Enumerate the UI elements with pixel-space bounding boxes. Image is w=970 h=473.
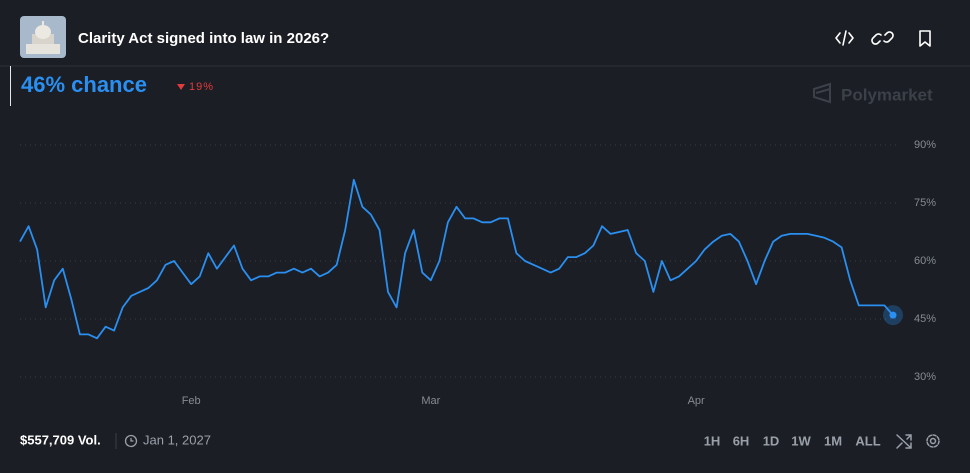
market-title: Clarity Act signed into law in 2026?	[78, 30, 329, 47]
range-button[interactable]: 6H	[733, 433, 750, 448]
x-tick-label: Apr	[688, 395, 705, 407]
chance: 46% chance	[21, 72, 147, 97]
shuffle-icon[interactable]	[896, 434, 912, 449]
embed-icon[interactable]	[835, 30, 854, 46]
y-tick-label: 60%	[914, 255, 936, 267]
x-tick-label: Feb	[182, 395, 201, 407]
bookmark-icon[interactable]	[919, 30, 931, 47]
range-selector: 1H 6H 1D 1W 1M ALL	[704, 433, 881, 448]
x-tick-label: Mar	[421, 395, 440, 407]
range-button[interactable]: 1M	[824, 433, 842, 448]
chart: 30% 45% 60% 75% 90% Feb Mar Apr	[19, 139, 936, 407]
range-button[interactable]: ALL	[855, 433, 880, 448]
market-logo[interactable]	[20, 16, 66, 58]
y-tick-label: 90%	[914, 139, 936, 151]
range-button[interactable]: 1H	[704, 433, 721, 448]
clock-icon	[124, 434, 138, 448]
link-icon[interactable]	[871, 31, 894, 45]
settings-icon[interactable]	[926, 434, 940, 448]
y-tick-label: 75%	[914, 197, 936, 209]
down-arrow	[177, 84, 185, 90]
change: 19%	[189, 81, 214, 93]
end-date: Jan 1, 2027	[143, 432, 211, 447]
volume: $557,709 Vol.	[20, 432, 101, 447]
range-button[interactable]: 1W	[791, 433, 811, 448]
range-button[interactable]: 1D	[763, 433, 780, 448]
y-tick-label: 30%	[914, 371, 936, 383]
price-line	[19, 178, 894, 340]
watermark: Polymarket	[813, 82, 933, 104]
last-point	[889, 311, 897, 319]
y-tick-label: 45%	[914, 313, 936, 325]
brand: Polymarket	[841, 85, 933, 104]
